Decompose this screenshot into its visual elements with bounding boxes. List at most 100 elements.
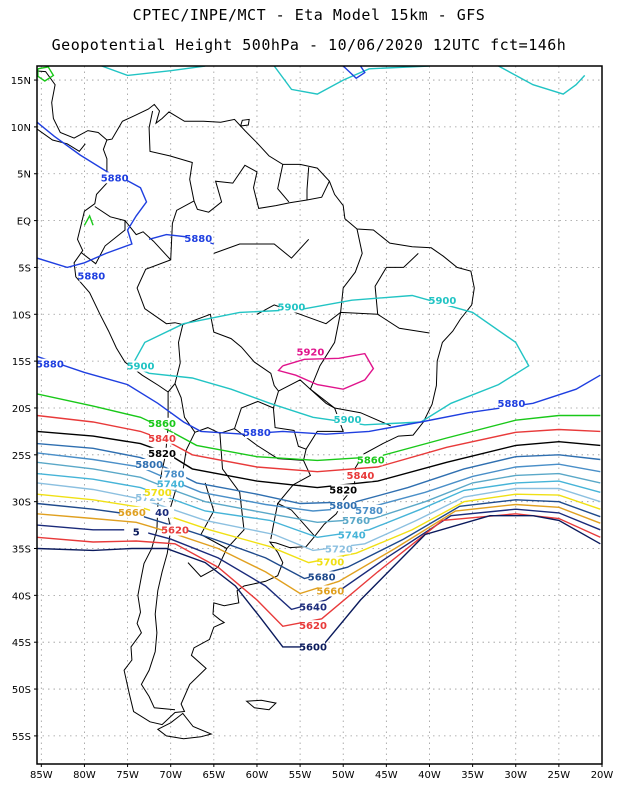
contour-label-background <box>331 484 356 496</box>
border-bolivia-chile-argentina <box>174 383 274 434</box>
contour-label-l5740a: 5740 <box>157 480 185 491</box>
contour-label-l5640a: 40 <box>155 508 169 519</box>
contour-5920 <box>277 352 375 390</box>
contour-label-background <box>158 478 183 490</box>
contour-label-background <box>186 233 211 245</box>
lat-tick-label: 5S <box>18 263 31 274</box>
contour-label-l5660a: 5660 <box>118 508 146 519</box>
contour-label-background <box>150 506 175 518</box>
contour-label-l5700a: 5700 <box>144 488 172 499</box>
contour-label-l5800b: 5800 <box>329 501 357 512</box>
contour-label-l5880d: 5880 <box>36 360 64 371</box>
latitude-labels: 15N 10N 5N EQ 5S 10S 15S 20S 25S 30S 35S 40S 45S 50S 5… <box>11 76 37 743</box>
border-colombia-ecuador-peru <box>94 206 172 261</box>
brazil-states-5 <box>213 238 310 259</box>
brazil-states-4 <box>374 253 419 315</box>
contour-label-background <box>150 447 175 459</box>
contour-label-background <box>150 432 175 444</box>
contour-label-l5620b: 5620 <box>299 621 327 632</box>
lat-tick-label: 55S <box>12 732 31 743</box>
lat-tick-label: 15S <box>12 357 31 368</box>
border-peru-bolivia-chile <box>167 324 184 393</box>
contour-5600 <box>37 515 601 648</box>
lat-tick-label: EQ <box>17 217 31 228</box>
contour-label-l5700b: 5700 <box>316 557 344 568</box>
lat-tick-label: 50S <box>12 685 31 696</box>
contour-5820 <box>37 430 601 489</box>
argentina-provinces-2 <box>200 482 228 549</box>
lat-tick-label: 45S <box>12 638 31 649</box>
longitude-labels: 85W 80W 75W 70W 65W 60W 55W 50W 45W 40W 35W 30W 25W 2… <box>30 764 613 781</box>
contour-label-l5920: 5920 <box>297 348 325 359</box>
contour-label-l5900c: 5900 <box>127 362 155 373</box>
lon-tick-label: 45W <box>375 770 398 781</box>
lat-tick-label: 15N <box>11 76 31 87</box>
lon-tick-label: 30W <box>504 770 527 781</box>
contour-5840 <box>37 414 601 473</box>
border-brazil-north <box>136 164 330 537</box>
lon-tick-label: 70W <box>159 770 182 781</box>
contour-label-background <box>348 470 373 482</box>
lat-tick-label: 5N <box>17 170 31 181</box>
map-frame-border <box>36 65 603 765</box>
contour-label-l5840a: 5840 <box>148 434 176 445</box>
lat-tick-label: 10S <box>12 310 31 321</box>
contour-label-background <box>79 270 104 282</box>
lon-tick-label: 65W <box>203 770 226 781</box>
brazil-states-3 <box>278 379 344 450</box>
contour-label-l5860b: 5860 <box>357 455 385 466</box>
lat-tick-label: 25S <box>12 451 31 462</box>
contour-label-background <box>358 454 383 466</box>
lon-tick-label: 25W <box>548 770 571 781</box>
contour-5860 <box>37 393 601 462</box>
contour-label-l5900b: 5900 <box>428 296 456 307</box>
contour-label-background <box>499 398 524 410</box>
contour-5800 <box>37 442 601 505</box>
brazil-states <box>309 228 391 427</box>
contour-label-l5760: 5760 <box>342 516 370 527</box>
contour-5860-top-ring <box>37 66 55 82</box>
contour-label-l5740b: 5740 <box>338 530 366 541</box>
contour-label-l5780b: 5780 <box>355 506 383 517</box>
contour-5660 <box>37 503 601 595</box>
contour-label-background <box>331 500 356 512</box>
contour-label-l5640b: 5640 <box>299 602 327 613</box>
contour-label-l5620a: 5620 <box>161 526 189 537</box>
lon-tick-label: 85W <box>30 770 53 781</box>
lat-tick-label: 35S <box>12 545 31 556</box>
contour-label-l5660b: 5660 <box>316 586 344 597</box>
contour-label-l5800a: 5800 <box>135 460 163 471</box>
contour-5860-island <box>83 214 94 226</box>
contour-label-background <box>318 556 343 568</box>
contour-label-l5880a: 5880 <box>101 173 129 184</box>
falkland-islands <box>245 699 277 711</box>
contour-label-background <box>102 172 127 184</box>
contour-label-background <box>162 468 187 480</box>
contour-label-background <box>244 427 269 439</box>
contour-5900-south <box>131 294 530 426</box>
contour-label-background <box>119 506 144 518</box>
lat-tick-label: 10N <box>11 123 31 134</box>
contour-label-l5720b: 5720 <box>325 544 353 555</box>
contour-label-l5880b: 5880 <box>184 234 212 245</box>
contour-label-background <box>298 346 323 358</box>
map-title-line-1: CPTEC/INPE/MCT - Eta Model 15km - GFS <box>132 6 486 24</box>
contour-label-background <box>150 417 175 429</box>
contour-label-background <box>335 414 360 426</box>
contour-label-l5880f: 5880 <box>498 399 526 410</box>
lon-tick-label: 20W <box>591 770 614 781</box>
contour-label-l5600b: 5 <box>133 527 140 538</box>
contour-label-background <box>357 504 382 516</box>
contour-label-background <box>344 515 369 527</box>
contour-label-l5860a: 5860 <box>148 419 176 430</box>
lon-tick-label: 80W <box>73 770 96 781</box>
contour-5900-north-2 <box>273 66 430 95</box>
lon-tick-label: 40W <box>418 770 441 781</box>
lon-tick-label: 50W <box>332 770 355 781</box>
lon-tick-label: 55W <box>289 770 312 781</box>
lat-tick-label: 40S <box>12 591 31 602</box>
contour-label-background <box>301 641 326 653</box>
contour-label-l5840b: 5840 <box>347 471 375 482</box>
contour-label-background <box>37 358 62 370</box>
